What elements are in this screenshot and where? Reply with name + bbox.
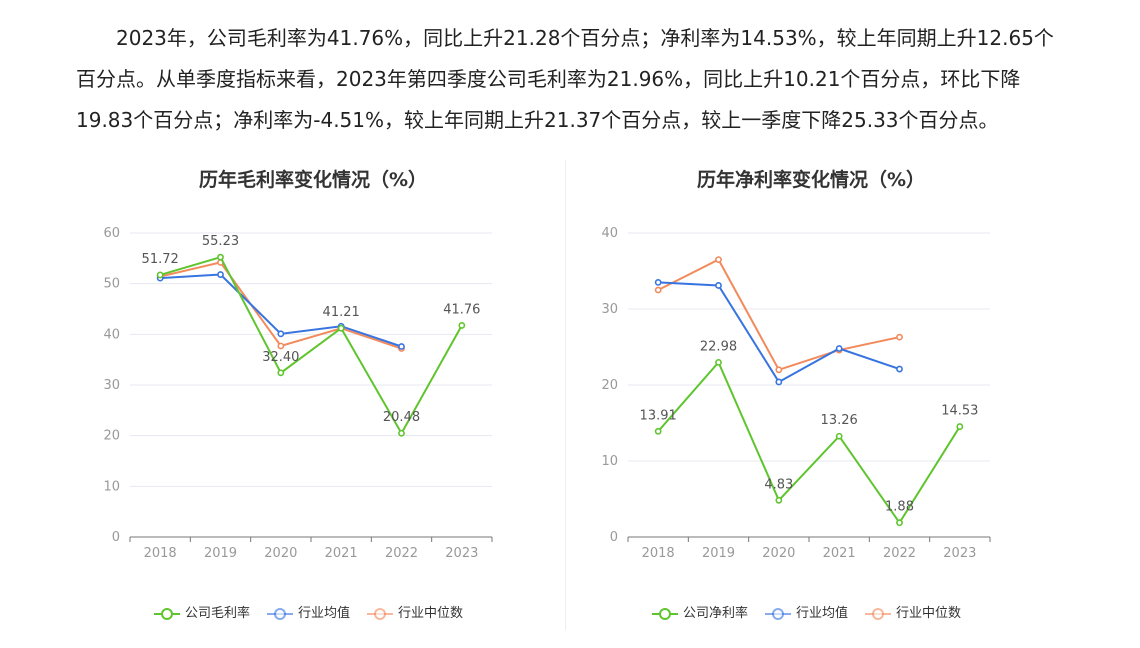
y-tick-label: 30 (601, 302, 618, 317)
data-label: 14.53 (941, 404, 978, 419)
x-tick-label: 2018 (144, 546, 177, 561)
legend-item-median[interactable]: 行业中位数 (864, 602, 961, 621)
data-point-company[interactable] (277, 369, 285, 377)
data-label: 51.72 (142, 252, 179, 267)
legend-item-company[interactable]: 公司毛利率 (153, 602, 250, 621)
x-tick-label: 2022 (883, 546, 916, 561)
data-point-company[interactable] (715, 358, 722, 366)
x-tick-label: 2019 (702, 546, 735, 561)
gross-margin-chart: 历年毛利率变化情况（%） 0 10 20 30 40 50 60 2018 2019 2020 202… (103, 168, 493, 561)
data-label: 22.98 (700, 339, 737, 354)
x-tick-label: 2023 (943, 546, 976, 561)
data-label: 13.91 (640, 408, 677, 423)
legend-marker-icon (153, 607, 180, 620)
data-point-median[interactable] (896, 333, 903, 341)
y-tick-label: 20 (103, 429, 120, 444)
gross-margin-legend: 公司毛利率 行业均值 行业中位数 (68, 602, 548, 621)
data-label: 32.40 (262, 350, 299, 365)
data-point-company[interactable] (156, 271, 164, 279)
net-margin-legend: 公司净利率 行业均值 行业中位数 (566, 602, 1046, 621)
x-tick-label: 2021 (823, 546, 856, 561)
summary-paragraph: 2023年，公司毛利率为41.76%，同比上升21.28个百分点；净利率为14.… (76, 26, 1054, 132)
series-line-median (657, 258, 900, 372)
legend-marker-icon (764, 607, 791, 620)
legend-item-company[interactable]: 公司净利率 (651, 602, 748, 621)
x-tick-label: 2018 (642, 546, 675, 561)
data-point-company[interactable] (896, 519, 903, 527)
chart-title: 历年毛利率变化情况（%） (199, 168, 427, 191)
legend-item-avg[interactable]: 行业均值 (266, 602, 350, 621)
chart-title: 历年净利率变化情况（%） (697, 168, 925, 191)
y-tick-label: 40 (103, 327, 120, 342)
data-point-avg[interactable] (835, 345, 843, 352)
data-label: 41.21 (323, 305, 360, 320)
data-label: 4.83 (764, 477, 793, 492)
legend-item-median[interactable]: 行业中位数 (366, 602, 463, 621)
legend-label: 行业中位数 (398, 606, 464, 621)
gross-margin-chart-panel: 历年毛利率变化情况（%） 0 10 20 30 40 50 60 2018 2019 2020 202… (68, 160, 548, 630)
y-tick-label: 10 (103, 479, 120, 494)
x-tick-label: 2020 (762, 546, 795, 561)
data-label: 20.48 (383, 410, 420, 425)
data-point-median[interactable] (715, 256, 722, 263)
y-tick-label: 0 (112, 530, 120, 545)
y-tick-label: 10 (601, 454, 618, 469)
y-tick-label: 60 (103, 226, 120, 241)
y-tick-label: 20 (601, 378, 618, 393)
data-point-median[interactable] (277, 342, 285, 350)
data-point-avg[interactable] (217, 271, 224, 278)
data-point-avg[interactable] (775, 378, 783, 386)
data-point-company[interactable] (458, 322, 466, 329)
data-point-company[interactable] (956, 423, 964, 430)
series-line-company (159, 255, 463, 436)
data-point-company[interactable] (835, 432, 843, 440)
data-point-avg[interactable] (277, 330, 285, 338)
legend-label: 公司毛利率 (184, 606, 250, 621)
x-tick-label: 2023 (445, 546, 478, 561)
data-point-avg[interactable] (896, 365, 903, 373)
data-point-company[interactable] (217, 253, 224, 261)
x-tick-label: 2022 (385, 546, 418, 561)
net-margin-chart-panel: 历年净利率变化情况（%） 0 10 20 30 40 2018 2019 2020 2021 202… (565, 160, 1046, 630)
legend-marker-icon (266, 607, 293, 620)
data-point-median[interactable] (775, 366, 783, 374)
y-tick-label: 30 (103, 378, 120, 393)
data-point-company[interactable] (337, 324, 345, 332)
data-label: 41.76 (443, 302, 480, 317)
data-point-company[interactable] (398, 429, 405, 437)
x-tick-label: 2019 (204, 546, 237, 561)
legend-label: 行业均值 (297, 606, 350, 621)
x-tick-label: 2020 (264, 546, 297, 561)
data-point-avg[interactable] (654, 279, 662, 286)
net-margin-chart: 历年净利率变化情况（%） 0 10 20 30 40 2018 2019 2020 2021 202… (601, 168, 991, 561)
data-point-company[interactable] (654, 427, 662, 435)
data-label: 55.23 (202, 234, 239, 249)
y-tick-label: 0 (610, 530, 618, 545)
legend-marker-icon (367, 607, 393, 620)
legend-marker-icon (651, 607, 678, 620)
data-label: 1.88 (885, 500, 914, 515)
legend-label: 行业中位数 (896, 606, 962, 621)
data-point-avg[interactable] (398, 343, 405, 350)
data-point-company[interactable] (775, 496, 783, 504)
legend-marker-icon (865, 607, 891, 620)
x-tick-label: 2021 (325, 546, 358, 561)
legend-label: 行业均值 (795, 606, 848, 621)
data-label: 13.26 (821, 413, 858, 428)
legend-item-avg[interactable]: 行业均值 (764, 602, 848, 621)
series-line-company (657, 360, 961, 525)
legend-label: 公司净利率 (682, 606, 748, 621)
data-point-median[interactable] (654, 286, 662, 294)
data-point-avg[interactable] (715, 282, 722, 289)
y-tick-label: 50 (103, 277, 120, 292)
y-tick-label: 40 (601, 226, 618, 241)
